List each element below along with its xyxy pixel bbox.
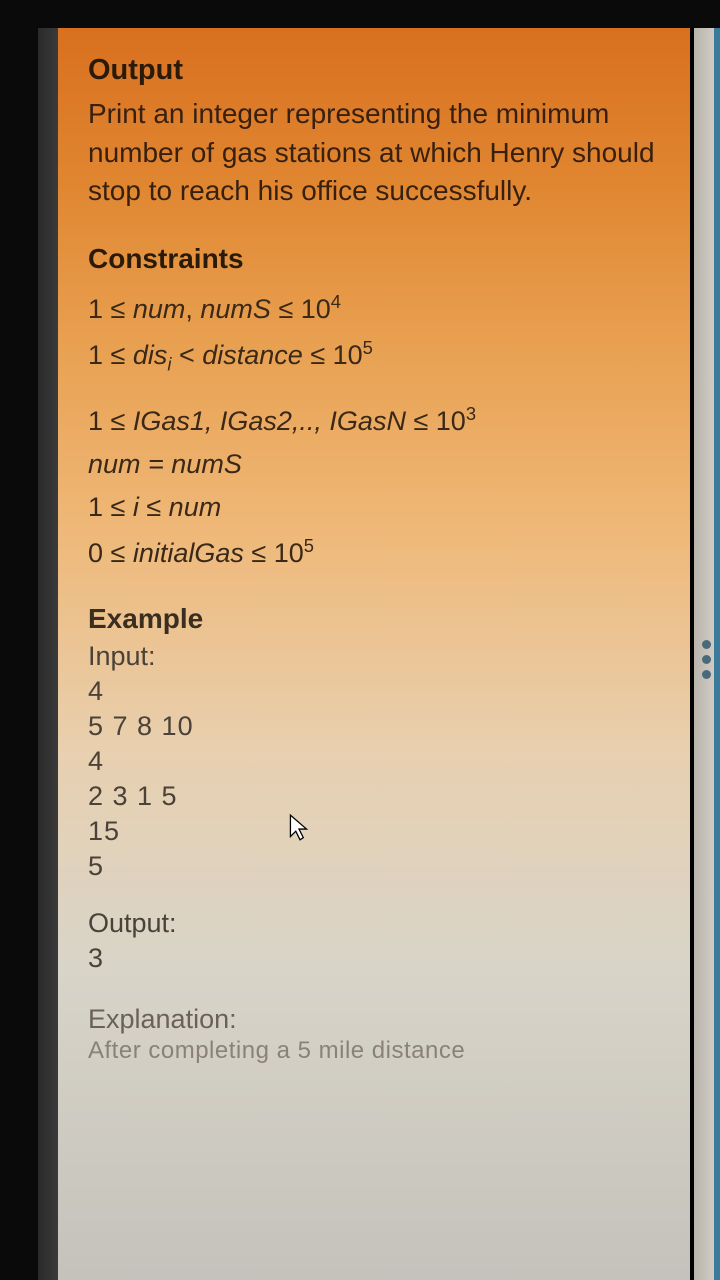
input-line: 4 [88,746,660,777]
input-line: 5 7 8 10 [88,711,660,742]
window-edge-right [714,28,720,1280]
output-block: 3 [88,943,660,974]
input-line: 4 [88,676,660,707]
explanation-label: Explanation: [88,1004,660,1035]
constraint-line: 1 ≤ num, numS ≤ 104 [88,291,660,325]
constraint-line: num = numS [88,449,660,480]
input-line: 15 [88,816,660,847]
more-dots-icon[interactable] [702,640,711,679]
constraints-heading: Constraints [88,243,660,275]
example-heading: Example [88,603,660,635]
input-line: 2 3 1 5 [88,781,660,812]
input-label: Input: [88,641,660,672]
output-description: Print an integer representing the minimu… [88,95,660,211]
constraint-line: 1 ≤ i ≤ num [88,492,660,523]
monitor-bezel-top [0,0,720,28]
output-line: 3 [88,943,660,974]
constraint-line: 0 ≤ initialGas ≤ 105 [88,535,660,569]
constraint-line: 1 ≤ disi < distance ≤ 105 [88,337,660,375]
explanation-cutoff: After completing a 5 mile distance [88,1037,660,1065]
constraint-line: 1 ≤ IGas1, IGas2,.., IGasN ≤ 103 [88,403,660,437]
problem-content: Output Print an integer representing the… [58,28,690,1280]
input-line: 5 [88,851,660,882]
photo-frame: Output Print an integer representing the… [0,0,720,1280]
monitor-edge [38,28,58,1280]
input-block: 4 5 7 8 10 4 2 3 1 5 15 5 [88,676,660,882]
output-heading: Output [88,54,660,87]
output-label: Output: [88,908,660,939]
constraints-list: 1 ≤ num, numS ≤ 104 1 ≤ disi < distance ≤… [88,291,660,569]
